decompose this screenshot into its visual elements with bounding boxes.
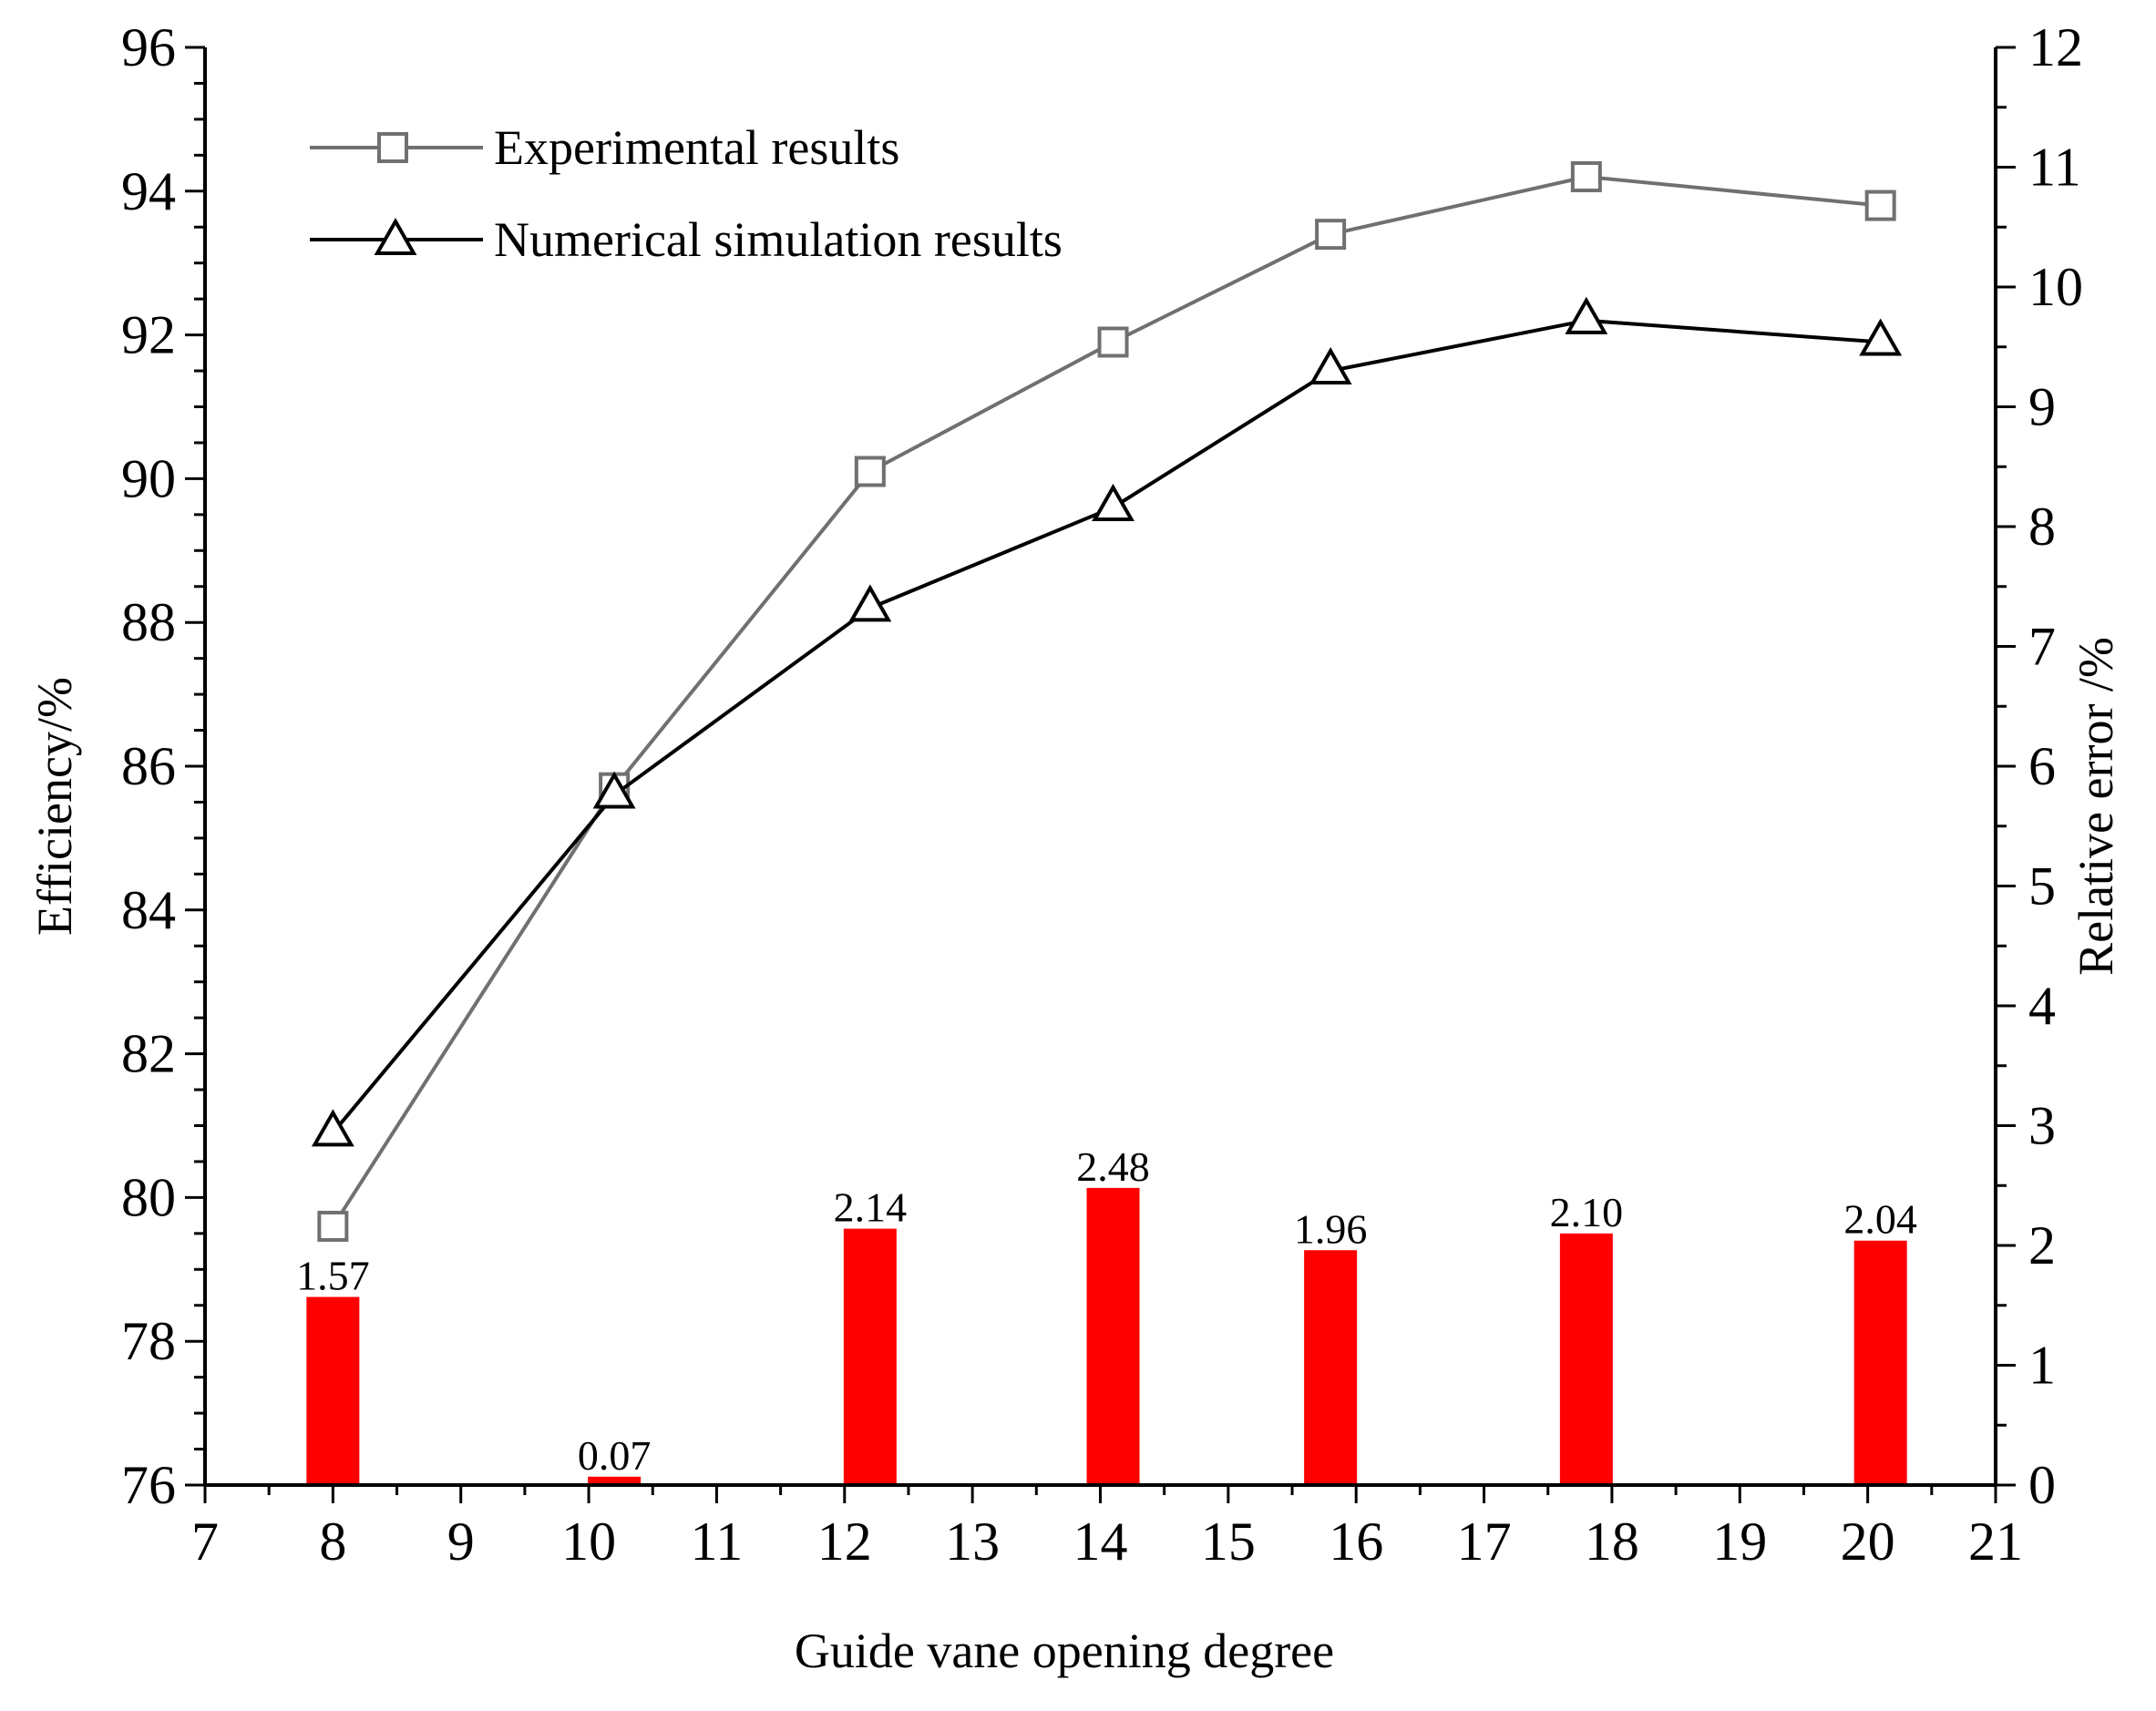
y2-axis-title: Relative error /% <box>2069 637 2123 976</box>
x-tick-label: 19 <box>1712 1511 1767 1572</box>
simulation-point <box>311 1109 354 1147</box>
error-bar <box>306 1296 360 1485</box>
y2-tick-label: 10 <box>2028 257 2083 317</box>
axes-layer: 7 8 9 10 11 12 13 14 15 16 17 18 19 20 217678808284868… <box>121 17 2083 1572</box>
y2-tick-label: 6 <box>2028 736 2056 796</box>
x-tick-label: 9 <box>447 1511 475 1572</box>
y2-tick-label: 12 <box>2028 17 2083 77</box>
x-axis-title: Guide vane opening degree <box>795 1624 1334 1678</box>
y2-tick-label: 7 <box>2028 617 2056 677</box>
error-bar <box>588 1476 642 1485</box>
bar-value-label: 2.14 <box>834 1184 908 1231</box>
x-tick-label: 10 <box>561 1511 616 1572</box>
y-tick-label: 90 <box>121 448 176 508</box>
y-tick-label: 92 <box>121 305 176 365</box>
bar-value-label: 1.96 <box>1294 1205 1368 1252</box>
x-tick-label: 7 <box>191 1511 219 1572</box>
y2-tick-label: 4 <box>2028 976 2056 1036</box>
error-bar <box>1853 1240 1907 1485</box>
x-tick-label: 14 <box>1073 1511 1128 1572</box>
x-tick-label: 11 <box>691 1511 744 1572</box>
series-layer <box>311 161 1903 1242</box>
y2-tick-label: 3 <box>2028 1096 2056 1156</box>
y-tick-label: 96 <box>121 17 176 77</box>
y-axis-title: Efficiency/% <box>27 677 82 936</box>
error-bar <box>1304 1250 1358 1485</box>
y2-tick-label: 5 <box>2028 856 2056 917</box>
x-tick-label: 15 <box>1201 1511 1256 1572</box>
simulation-point <box>1859 318 1903 356</box>
y2-tick-label: 11 <box>2028 138 2081 198</box>
y-tick-label: 80 <box>121 1167 176 1227</box>
experimental-point <box>854 456 886 487</box>
legend-label-experimental: Experimental results <box>494 120 899 175</box>
simulation-point <box>1565 296 1608 334</box>
y2-tick-label: 1 <box>2028 1336 2056 1396</box>
error-bar <box>1559 1233 1613 1485</box>
error-bar <box>1086 1187 1140 1485</box>
y2-tick-label: 2 <box>2028 1215 2056 1276</box>
bars-layer: 1.57 0.07 2.14 2.48 1.96 2.10 2.04 <box>296 1143 1917 1485</box>
x-tick-label: 16 <box>1329 1511 1383 1572</box>
y2-tick-label: 9 <box>2028 377 2056 437</box>
x-tick-label: 8 <box>319 1511 346 1572</box>
simulation-point <box>1309 347 1352 385</box>
series-line-simulation <box>331 318 1881 1134</box>
error-bar <box>843 1228 897 1485</box>
y2-tick-label: 0 <box>2028 1455 2056 1515</box>
y-tick-label: 86 <box>121 736 176 796</box>
y-tick-label: 94 <box>121 161 176 221</box>
bar-value-label: 2.48 <box>1076 1143 1150 1190</box>
y-tick-label: 88 <box>121 592 176 652</box>
x-tick-label: 13 <box>945 1511 1000 1572</box>
y-tick-label: 82 <box>121 1024 176 1084</box>
simulation-point <box>1092 483 1134 521</box>
y-tick-label: 84 <box>121 880 176 940</box>
y-tick-label: 76 <box>121 1455 176 1515</box>
experimental-point <box>1570 161 1602 193</box>
y2-tick-label: 8 <box>2028 497 2056 557</box>
legend-marker-square <box>377 132 408 163</box>
x-tick-label: 18 <box>1585 1511 1639 1572</box>
simulation-point <box>848 584 892 622</box>
bar-value-label: 2.04 <box>1843 1196 1917 1243</box>
legend-label-simulation: Numerical simulation results <box>494 212 1063 267</box>
experimental-point <box>1097 326 1129 358</box>
bar-value-label: 0.07 <box>578 1432 652 1479</box>
legend-marker-triangle <box>374 217 417 255</box>
experimental-point <box>317 1210 349 1242</box>
bar-value-label: 1.57 <box>296 1253 370 1299</box>
x-tick-label: 12 <box>817 1511 872 1572</box>
x-tick-label: 20 <box>1841 1511 1895 1572</box>
experimental-point <box>1864 190 1896 221</box>
y-tick-label: 78 <box>121 1311 176 1371</box>
simulation-point <box>592 771 636 809</box>
x-tick-label: 17 <box>1457 1511 1512 1572</box>
x-tick-label: 21 <box>1968 1511 2023 1572</box>
legend: Experimental results Numerical simulatio… <box>310 120 1063 267</box>
bar-value-label: 2.10 <box>1550 1189 1624 1235</box>
experimental-point <box>1315 219 1347 251</box>
